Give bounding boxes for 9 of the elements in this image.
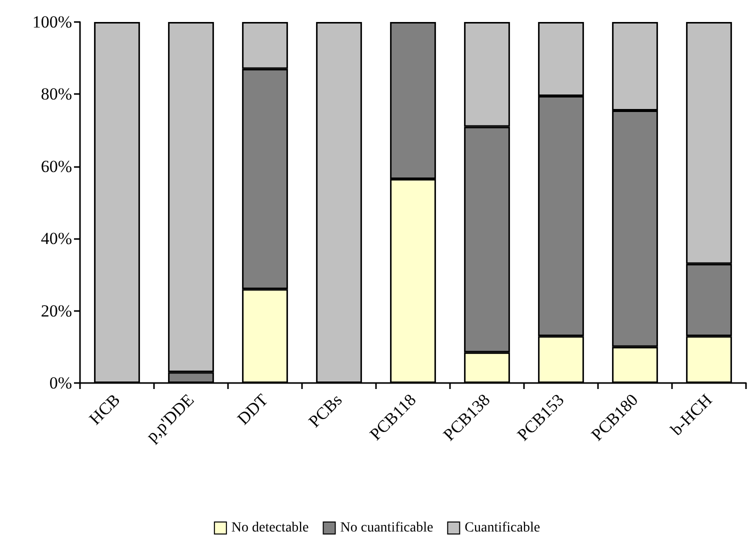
legend-label: No cuantificable bbox=[340, 520, 434, 536]
y-tick-label: 80% bbox=[40, 84, 72, 104]
y-tick-label: 40% bbox=[40, 229, 72, 248]
legend-label: No detectable bbox=[231, 520, 309, 536]
y-tick-label: 0% bbox=[49, 374, 72, 392]
y-tick-label: 20% bbox=[40, 301, 72, 320]
legend-label: Cuantificable bbox=[464, 520, 540, 536]
y-tick-label: 100% bbox=[32, 12, 72, 32]
y-tick-label: 60% bbox=[40, 156, 72, 176]
